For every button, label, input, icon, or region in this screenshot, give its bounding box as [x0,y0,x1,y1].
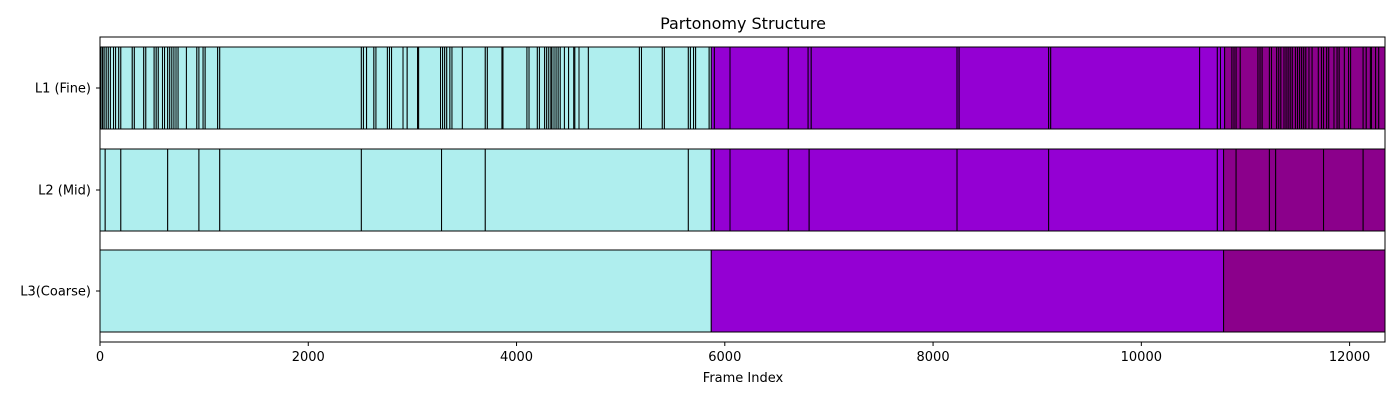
segment-bar [528,46,538,130]
segment-bar [713,46,731,130]
segment-bar [441,148,486,232]
segment-bar [1362,148,1386,232]
segment-bar [1235,148,1270,232]
segment-bar [1323,148,1364,232]
segment-bar [587,46,640,130]
segment-bar [1199,46,1218,130]
segment-bar [406,46,419,130]
segment-bar [1343,46,1350,130]
segment-bar [787,46,809,130]
segment-bar [204,46,219,130]
segment-bar [1311,46,1319,130]
segment-bar [402,46,408,130]
x-tick-label: 0 [96,350,104,365]
segment-bar [1224,46,1233,130]
segment-bar [810,46,958,130]
segment-bar [366,46,375,130]
segment-bar [461,46,486,130]
x-axis-label: Frame Index [703,371,784,386]
segment-bar [104,148,122,232]
x-tick-label: 12000 [1329,350,1370,365]
segment-bar [360,148,443,232]
segment-bar [1223,249,1386,333]
segment-bar [198,148,221,232]
segment-bar [177,46,187,130]
segment-bar [1268,148,1277,232]
level-row [99,148,1386,232]
x-tick-label: 4000 [500,350,533,365]
segment-bar [729,46,789,130]
segment-bar [710,249,1225,333]
level-row [99,46,1386,130]
segment-bar [1261,46,1270,130]
segment-bar [120,46,133,130]
segment-bar [958,46,1050,130]
segment-bar [695,46,710,130]
segment-bar [663,46,689,130]
segment-bar [99,148,106,232]
segment-bar [391,46,404,130]
segment-bar [133,46,145,130]
segment-bar [451,46,463,130]
segment-bar [1365,46,1371,130]
segments-layer [99,46,1386,333]
segment-bar [1328,46,1335,130]
x-tick-label: 6000 [708,350,741,365]
y-axis: L3(Coarse) L2 (Mid) L1 (Fine) [20,82,100,300]
segment-bar [729,148,789,232]
segment-bar [1223,148,1237,232]
segment-bar [486,46,503,130]
segment-bar [956,148,1050,232]
segment-bar [559,46,565,130]
segment-bar [574,46,580,130]
x-tick-label: 2000 [292,350,325,365]
segment-bar [157,46,163,130]
x-axis: 0 2000 4000 6000 8000 10000 12000 [96,342,1370,365]
segment-bar [99,249,712,333]
segment-bar [167,148,200,232]
segment-bar [1219,46,1226,130]
segment-bar [120,148,169,232]
segment-bar [1275,148,1325,232]
segment-bar [484,148,689,232]
segment-bar [198,46,204,130]
segment-bar [787,148,810,232]
segment-bar [713,148,731,232]
chart-title: Partonomy Structure [660,14,826,33]
segment-bar [578,46,589,130]
segment-bar [808,148,958,232]
segment-bar [563,46,570,130]
segment-bar [687,148,712,232]
segment-bar [418,46,442,130]
segment-bar [1239,46,1259,130]
segment-bar [1338,46,1345,130]
segment-bar [219,148,362,232]
level-row [99,249,1386,333]
segment-bar [640,46,663,130]
segment-bar [219,46,362,130]
x-tick-label: 8000 [917,350,950,365]
segment-bar [502,46,528,130]
segment-bar [375,46,388,130]
segment-bar [1048,148,1218,232]
y-tick-label: L3(Coarse) [20,285,91,300]
segment-bar [568,46,575,130]
segment-bar [538,46,546,130]
segment-bar [145,46,155,130]
segment-bar [1370,46,1377,130]
y-tick-label: L1 (Fine) [35,82,91,97]
segment-bar [185,46,198,130]
segment-bar [1270,46,1278,130]
segment-bar [1216,148,1225,232]
x-tick-label: 10000 [1121,350,1162,365]
y-tick-label: L2 (Mid) [38,184,91,199]
segment-bar [1235,46,1241,130]
segment-bar [1050,46,1201,130]
segment-bar [1350,46,1364,130]
segment-bar [1378,46,1386,130]
